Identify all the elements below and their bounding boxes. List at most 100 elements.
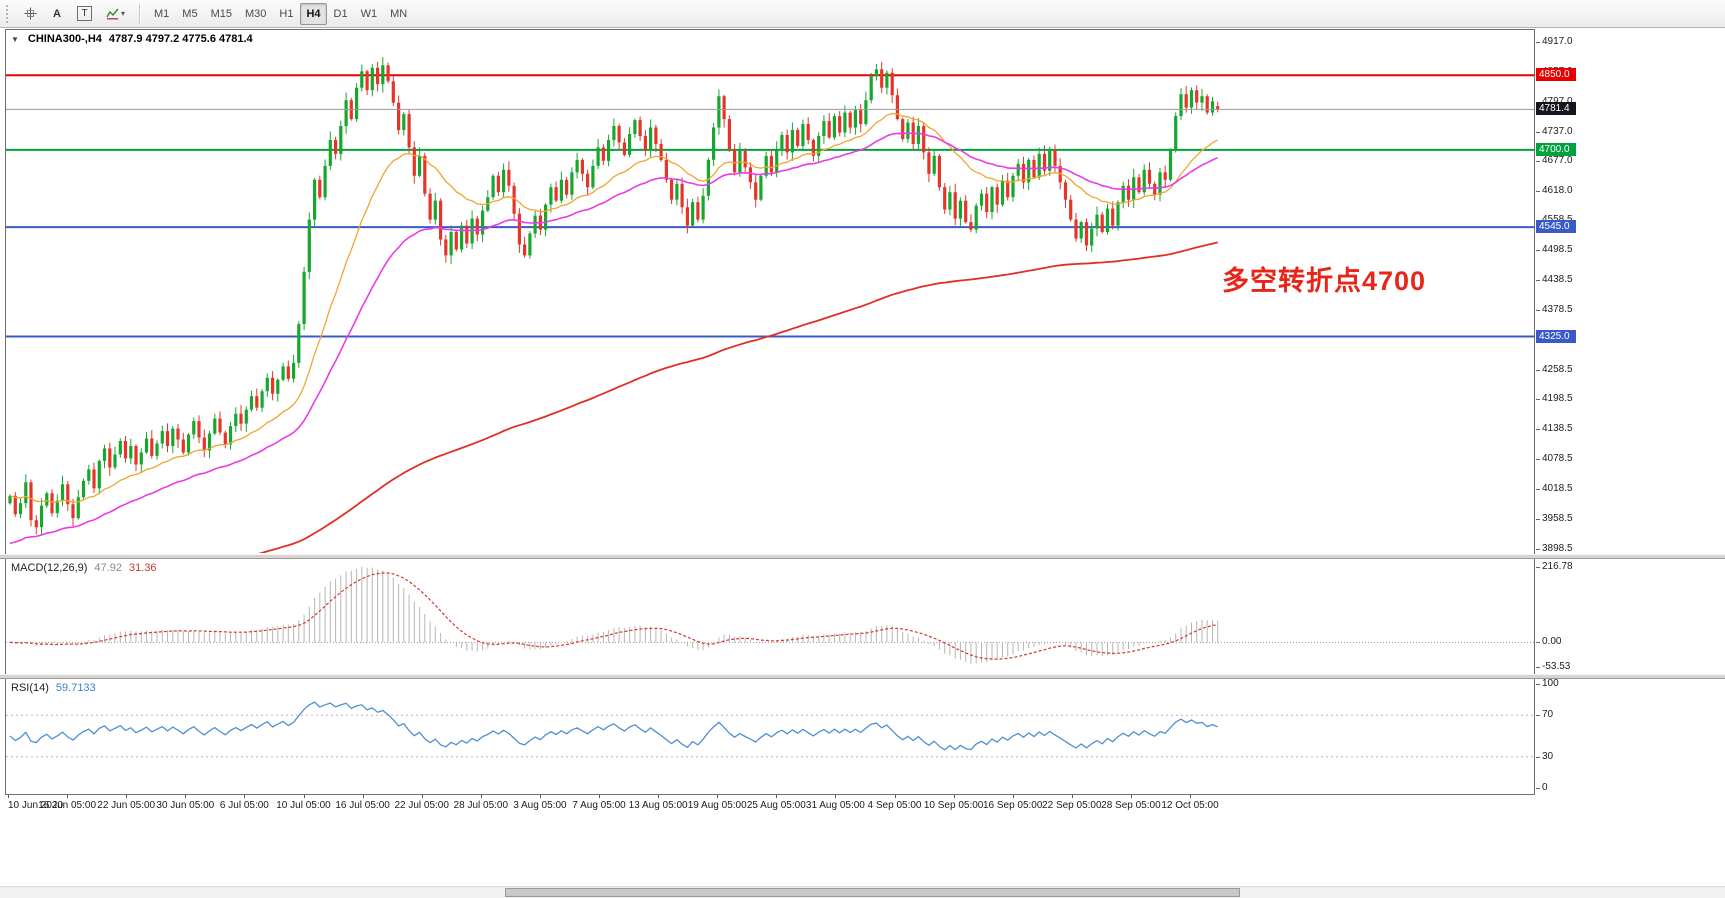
macd-axis-label: 0.00: [1535, 636, 1562, 648]
collapse-arrow-icon[interactable]: ▼: [11, 35, 19, 44]
horizontal-scrollbar-track[interactable]: [0, 886, 1725, 898]
main-chart-canvas[interactable]: [6, 30, 1534, 553]
indicators-button[interactable]: ▾: [100, 3, 131, 25]
price-level-badge: 4700.0: [1536, 142, 1576, 156]
price-axis-label: 4198.5: [1536, 393, 1573, 405]
text-tool-icon: T: [77, 6, 92, 21]
timeframe-button-h1[interactable]: H1: [279, 7, 294, 20]
price-axis-label: 4677.0: [1536, 155, 1573, 167]
time-axis-label: 10 Sep 05:00: [923, 800, 984, 811]
time-axis-label: 12 Oct 05:00: [1161, 800, 1219, 811]
rsi-name: RSI(14): [11, 682, 49, 694]
time-axis-tick: [1012, 795, 1014, 798]
horizontal-scrollbar-thumb[interactable]: [505, 888, 1240, 897]
price-axis-label: 4018.5: [1536, 483, 1573, 495]
price-axis-label: 4138.5: [1536, 423, 1573, 435]
price-axis-label: 4438.5: [1536, 274, 1573, 286]
time-axis-label: 25 Aug 05:00: [746, 800, 806, 811]
price-axis-label: 4618.0: [1536, 184, 1573, 196]
price-axis-label: 4258.5: [1536, 363, 1573, 375]
current-price-badge: 4781.4: [1536, 102, 1576, 116]
time-axis-tick: [658, 795, 660, 798]
rsi-axis-label: 100: [1536, 678, 1559, 689]
time-axis-label: 16 Jun 05:00: [38, 800, 97, 811]
price-axis-label: 4737.0: [1536, 125, 1573, 137]
ma-line-medium: [9, 132, 1219, 545]
macd-axis-label: 216.78: [1536, 561, 1573, 572]
macd-label: MACD(12,26,9) 47.92 31.36: [11, 562, 156, 574]
panel-splitter[interactable]: [0, 554, 1725, 559]
time-axis-label: 16 Sep 05:00: [982, 800, 1043, 811]
time-axis-label: 10 Jul 05:00: [276, 800, 331, 811]
price-axis-label: 4797.0: [1536, 95, 1573, 107]
toolbar-separator: [139, 3, 141, 24]
time-axis-tick: [126, 795, 128, 798]
time-axis-tick: [303, 795, 305, 798]
toolbar: A T ▾ M1 M5 M15 M30 H1 H4 D1 W1 MN: [0, 0, 1725, 28]
price-axis-label: 4378.5: [1536, 303, 1573, 315]
time-axis-tick: [8, 795, 9, 798]
toolbar-grip[interactable]: [6, 4, 11, 23]
timeframe-button-m1[interactable]: M1: [154, 7, 170, 20]
timeframe-button-m30[interactable]: M30: [244, 7, 267, 20]
ma-line-slow: [258, 241, 1218, 553]
time-axis-tick: [894, 795, 896, 798]
timeframe-button-w1[interactable]: W1: [360, 7, 378, 20]
time-axis-label: 31 Aug 05:00: [805, 800, 865, 811]
macd-histogram: [14, 567, 1219, 664]
time-axis-tick: [185, 795, 187, 798]
time-axis-label: 19 Aug 05:00: [687, 800, 747, 811]
chart-title: ▼ CHINA300-,H4 4787.9 4797.2 4775.6 4781…: [11, 33, 253, 45]
text-tool-button[interactable]: T: [71, 3, 98, 25]
time-axis-label: 22 Sep 05:00: [1042, 800, 1102, 811]
chevron-down-icon: ▾: [121, 9, 126, 18]
time-axis-tick: [599, 795, 600, 798]
indicators-icon: [106, 8, 119, 19]
rsi-panel[interactable]: RSI(14) 59.7133: [5, 679, 1535, 795]
timeframe-button-mn[interactable]: MN: [390, 7, 408, 20]
price-axis-label: 4078.5: [1536, 453, 1573, 465]
time-axis-label: 6 Jul 05:00: [219, 800, 269, 811]
macd-canvas[interactable]: [6, 559, 1534, 672]
label-tool-button[interactable]: A: [53, 7, 61, 20]
time-axis-label: 16 Jul 05:00: [335, 800, 390, 811]
time-axis-tick: [835, 795, 837, 798]
time-axis-tick: [421, 795, 423, 798]
macd-name: MACD(12,26,9): [11, 562, 88, 574]
time-axis-label: 10 Jun 2020: [8, 800, 64, 811]
macd-main-value: 47.92: [94, 562, 122, 574]
time-axis-label: 13 Aug 05:00: [628, 800, 688, 811]
time-axis-label: 28 Sep 05:00: [1101, 800, 1161, 811]
timeframe-button-h4[interactable]: H4: [300, 2, 327, 25]
macd-panel[interactable]: MACD(12,26,9) 47.92 31.36: [5, 559, 1535, 674]
horizontal-level-lines: [6, 74, 1534, 338]
crosshair-icon[interactable]: [18, 3, 43, 25]
rsi-label: RSI(14) 59.7133: [11, 682, 96, 694]
time-axis: 10 Jun 2020 16 Jun 05:00 22 Jun 05:00 30 Ju…: [5, 795, 1535, 813]
macd-signal-value: 31.36: [128, 562, 157, 574]
rsi-line: [9, 701, 1218, 751]
time-axis-tick: [480, 795, 482, 798]
macd-signal-line: [9, 572, 1218, 660]
time-axis-label: 22 Jun 05:00: [97, 800, 156, 811]
time-axis-label: 22 Jul 05:00: [394, 800, 449, 811]
price-axis-label: 3958.5: [1536, 512, 1573, 524]
rsi-axis-label: 0: [1536, 782, 1548, 793]
timeframe-button-m5[interactable]: M5: [182, 7, 198, 20]
price-level-badge: 4325.0: [1536, 329, 1576, 343]
time-axis-tick: [776, 795, 778, 798]
time-axis-label: 7 Aug 05:00: [572, 800, 626, 811]
time-axis-tick: [717, 795, 719, 798]
timeframe-button-m15[interactable]: M15: [210, 7, 232, 20]
timeframe-button-d1[interactable]: D1: [333, 7, 348, 20]
panel-splitter[interactable]: [0, 674, 1725, 679]
rsi-value: 59.7133: [55, 682, 96, 694]
rsi-canvas[interactable]: [6, 679, 1534, 793]
macd-axis-label: -53.53: [1535, 661, 1571, 672]
time-axis-tick: [1130, 795, 1132, 798]
chart-ohlc-values: 4787.9 4797.2 4775.6 4781.4: [108, 33, 253, 45]
time-axis-tick: [67, 795, 69, 798]
time-axis-label: 4 Sep 05:00: [867, 800, 922, 811]
price-axis-label: 4917.0: [1536, 35, 1573, 47]
main-chart-panel[interactable]: ▼ CHINA300-,H4 4787.9 4797.2 4775.6 4781…: [5, 29, 1535, 554]
